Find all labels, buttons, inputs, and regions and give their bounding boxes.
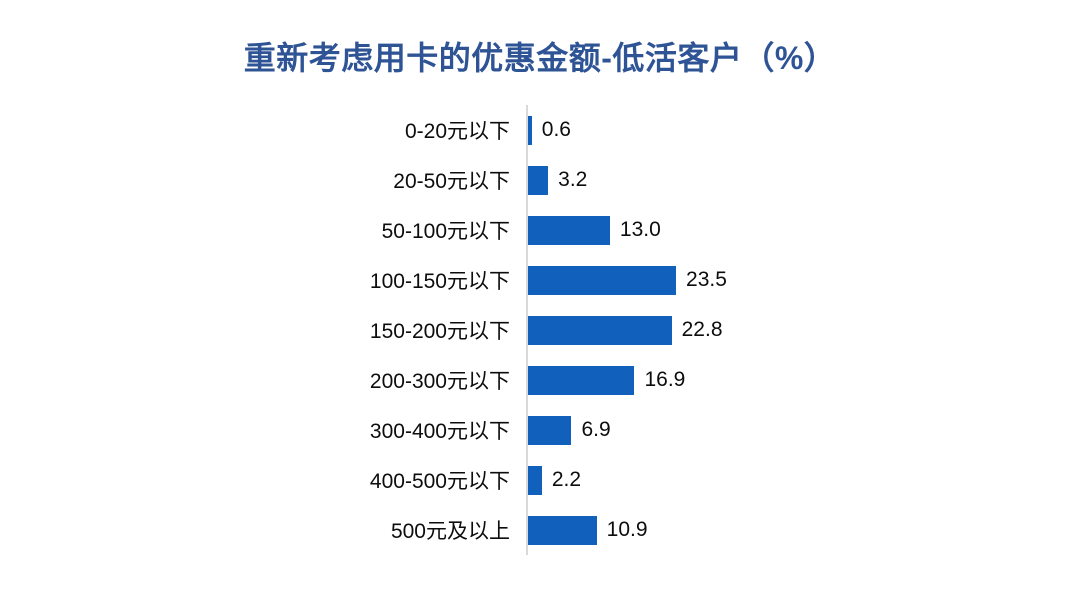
bar bbox=[528, 415, 572, 445]
axis-and-bar-area: 2.2 bbox=[526, 455, 1080, 505]
category-label: 0-20元以下 bbox=[404, 120, 510, 143]
value-label: 0.6 bbox=[541, 118, 571, 141]
bar bbox=[528, 465, 542, 495]
bar-row: 20-50元以下 3.2 bbox=[0, 155, 1080, 205]
bar bbox=[528, 365, 635, 395]
bar bbox=[528, 165, 549, 195]
category-label: 150-200元以下 bbox=[369, 320, 510, 343]
chart-title: 重新考虑用卡的优惠金额-低活客户（%） bbox=[243, 40, 837, 76]
axis-and-bar-area: 23.5 bbox=[526, 255, 1080, 305]
category-label: 100-150元以下 bbox=[369, 270, 510, 293]
bar-row: 400-500元以下 2.2 bbox=[0, 455, 1080, 505]
value-label: 23.5 bbox=[686, 268, 727, 291]
value-label: 22.8 bbox=[681, 318, 723, 341]
category-label: 200-300元以下 bbox=[369, 370, 510, 393]
bar bbox=[528, 515, 597, 545]
bar-row: 100-150元以下 23.5 bbox=[0, 255, 1080, 305]
category-label: 300-400元以下 bbox=[369, 420, 510, 443]
category-label: 400-500元以下 bbox=[369, 470, 510, 493]
category-label: 50-100元以下 bbox=[381, 220, 510, 243]
value-label: 10.9 bbox=[606, 518, 648, 541]
bar bbox=[528, 115, 532, 145]
axis-and-bar-area: 13.0 bbox=[526, 205, 1080, 255]
bar-chart: 0-20元以下 0.6 20-50元以下 3.2 50-100元以下 13.0 100-15… bbox=[0, 105, 1080, 555]
value-label: 6.9 bbox=[581, 418, 611, 441]
axis-and-bar-area: 10.9 bbox=[526, 505, 1080, 555]
bar bbox=[528, 315, 672, 345]
bar-row: 200-300元以下 16.9 bbox=[0, 355, 1080, 405]
bar-row: 500元及以上 10.9 bbox=[0, 505, 1080, 555]
axis-and-bar-area: 0.6 bbox=[526, 105, 1080, 155]
bar bbox=[528, 215, 610, 245]
value-label: 2.2 bbox=[551, 468, 582, 491]
bar-row: 150-200元以下 22.8 bbox=[0, 305, 1080, 355]
axis-and-bar-area: 16.9 bbox=[526, 355, 1080, 405]
axis-and-bar-area: 6.9 bbox=[526, 405, 1080, 455]
category-label: 500元及以上 bbox=[390, 520, 510, 543]
axis-and-bar-area: 3.2 bbox=[526, 155, 1080, 205]
bar-row: 300-400元以下 6.9 bbox=[0, 405, 1080, 455]
value-label: 13.0 bbox=[619, 218, 661, 241]
axis-and-bar-area: 22.8 bbox=[526, 305, 1080, 355]
value-label: 16.9 bbox=[644, 368, 686, 391]
category-label: 20-50元以下 bbox=[393, 170, 510, 193]
value-label: 3.2 bbox=[558, 168, 588, 191]
bar-row: 50-100元以下 13.0 bbox=[0, 205, 1080, 255]
bar-row: 0-20元以下 0.6 bbox=[0, 105, 1080, 155]
bar bbox=[528, 265, 677, 295]
